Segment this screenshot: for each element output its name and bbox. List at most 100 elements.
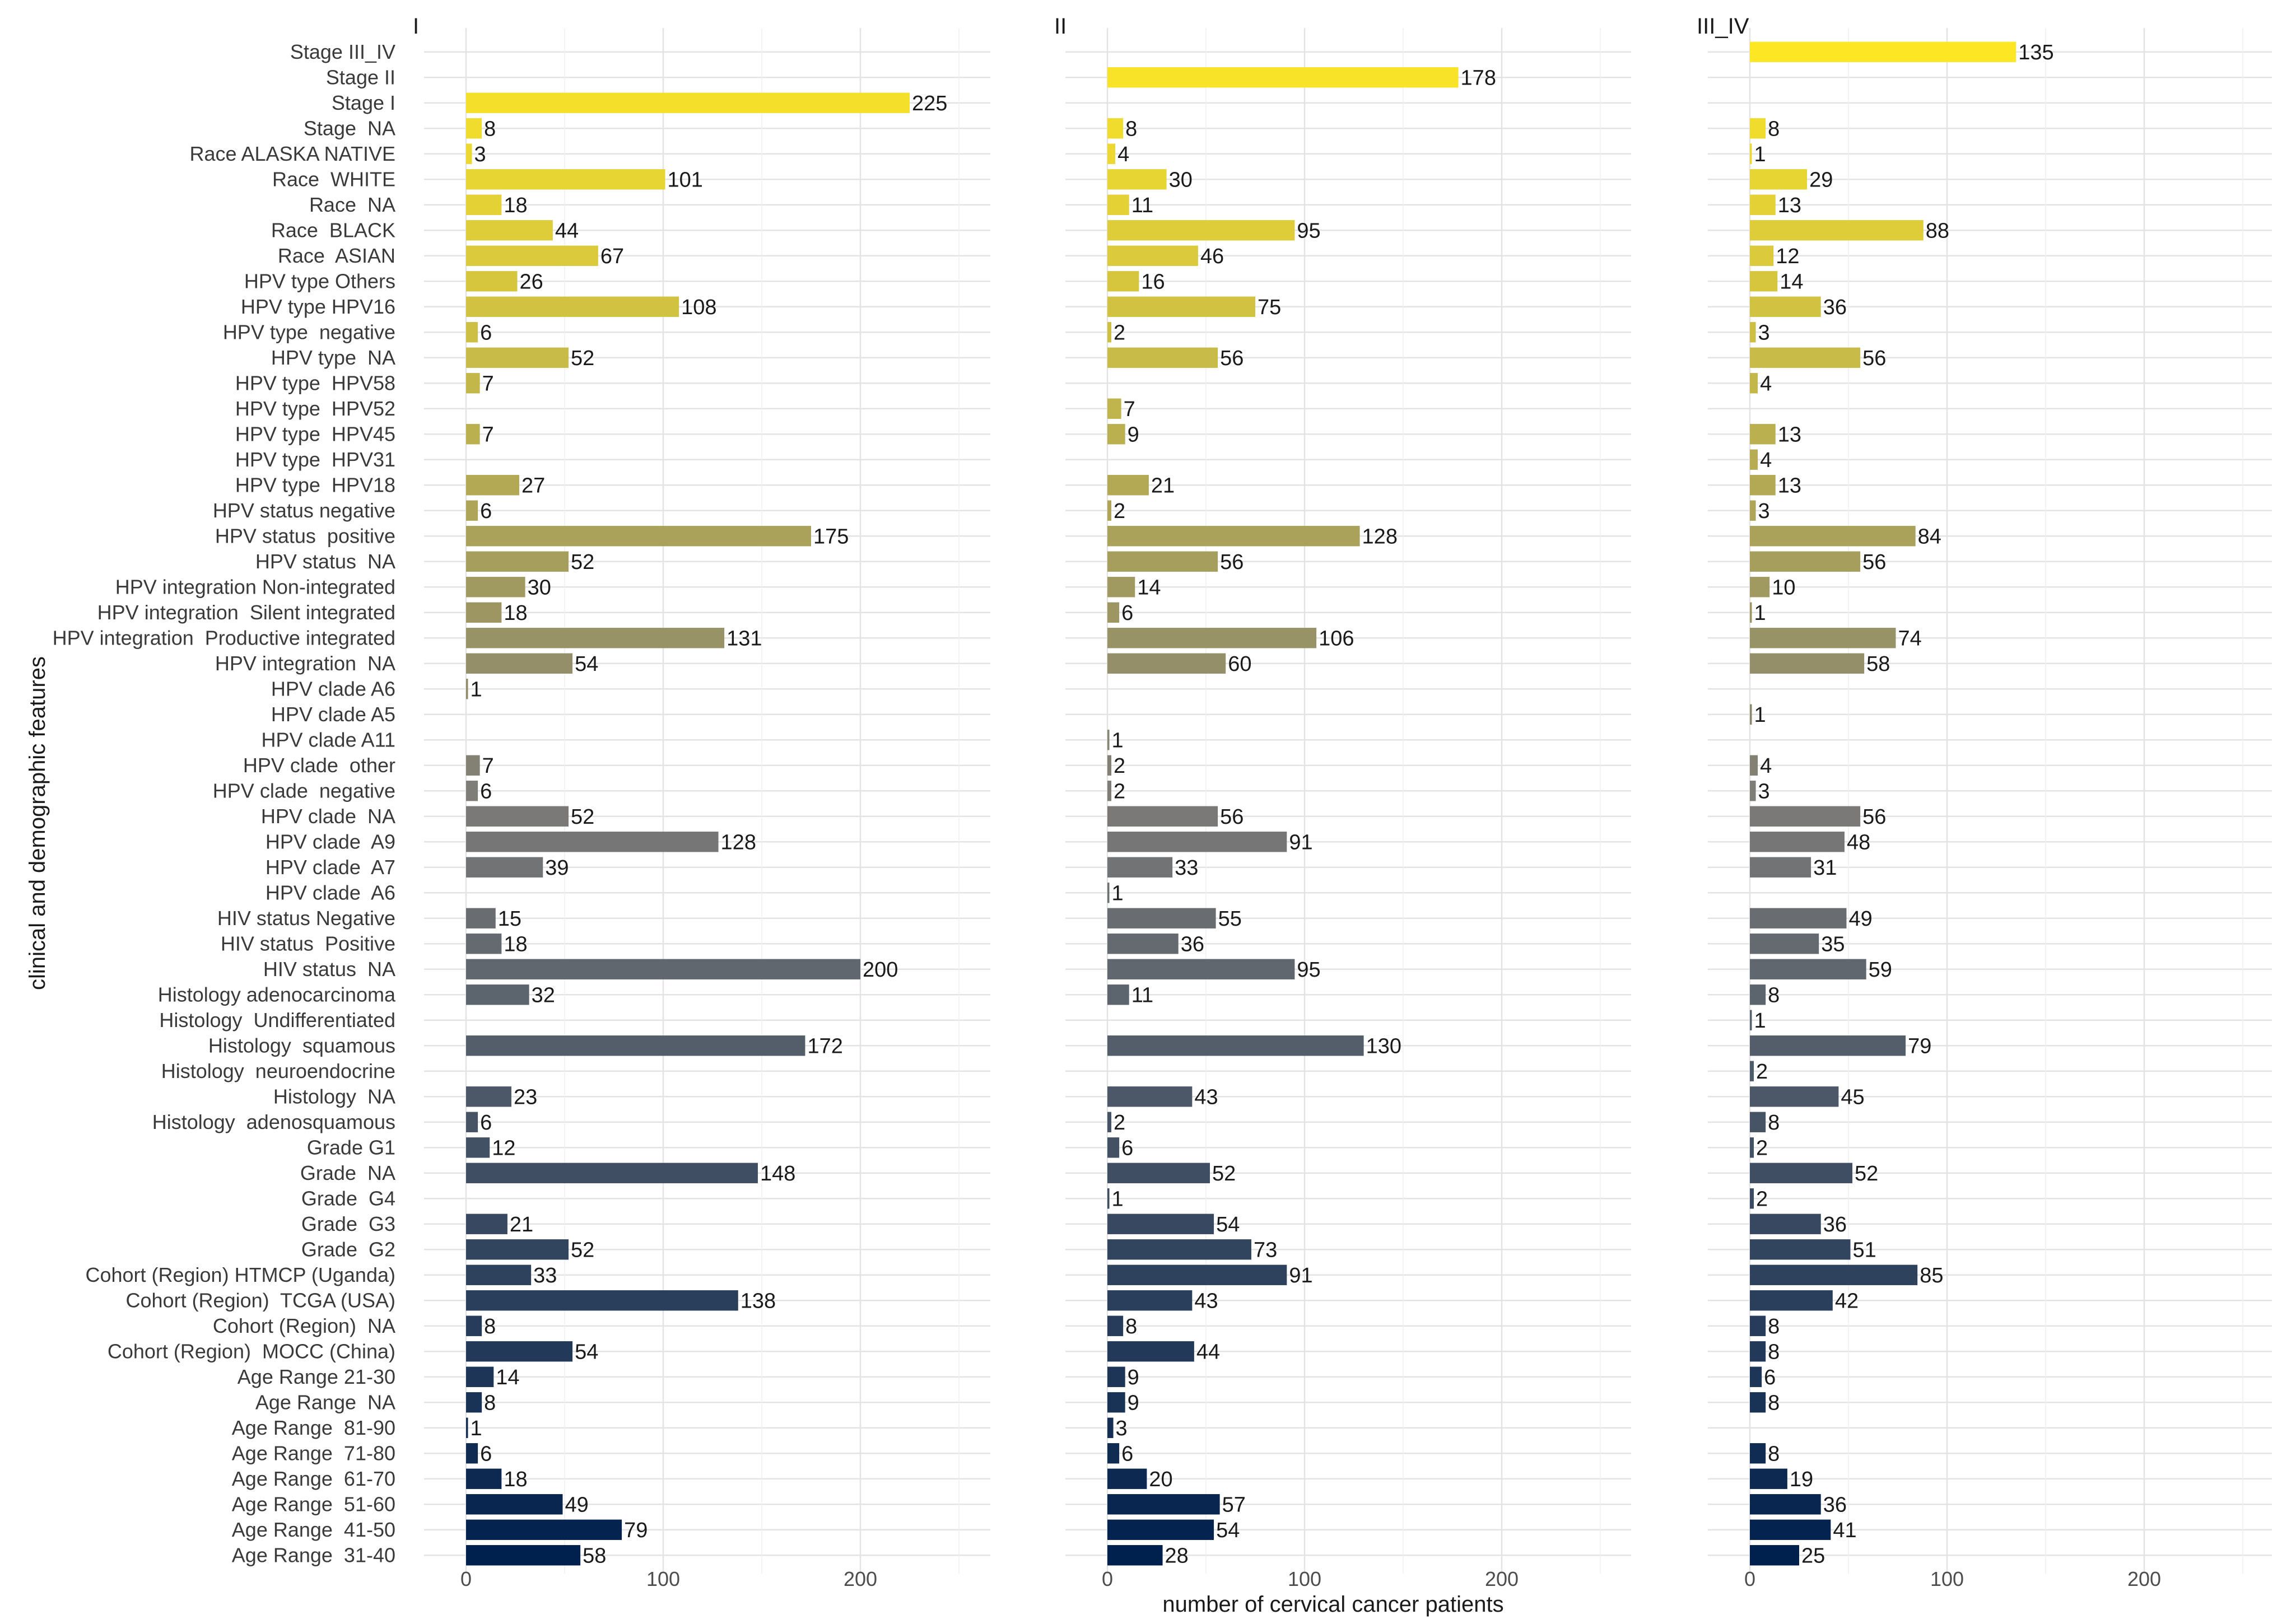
value-label: 58 [583,1544,606,1567]
bar-ii-histology-adenocarcinoma [1107,984,1129,1005]
value-label: 8 [484,1391,496,1415]
category-label: HIV status Positive [221,932,395,955]
bar-ii-hpv-type-hpv45 [1107,424,1125,445]
bar-iii-iv-hpv-type-hpv31 [1750,449,1758,470]
bar-ii-hpv-clade-negative [1107,781,1112,801]
value-label: 30 [528,576,551,599]
value-label: 56 [1220,805,1244,829]
bar-ii-hpv-type-hpv16 [1107,296,1255,317]
category-label: HPV clade A6 [271,677,395,700]
value-label: 225 [912,92,947,115]
bar-i-hpv-integration-non-integrated [466,577,525,598]
bar-iii-iv-hpv-type-hpv45 [1750,424,1776,445]
bar-iii-iv-race-black [1750,220,1924,241]
value-label: 1 [1754,143,1766,166]
value-label: 3 [1758,500,1770,523]
value-label: 54 [575,1340,598,1364]
category-label: Grade G3 [301,1212,395,1235]
bar-ii-race-white [1107,169,1167,190]
value-label: 21 [510,1213,533,1236]
y-axis-title: clinical and demographic features [25,656,50,990]
value-label: 1 [471,1417,482,1440]
bar-ii-histology-adenosquamous [1107,1112,1112,1132]
value-label: 6 [480,1111,492,1135]
bar-i-hpv-clade-other [466,755,480,776]
value-label: 8 [1768,1340,1780,1364]
category-label: Grade NA [300,1161,395,1184]
bar-ii-grade-g3 [1107,1214,1214,1234]
value-label: 49 [1848,907,1872,931]
value-label: 172 [807,1034,842,1058]
value-label: 18 [504,601,527,625]
value-label: 8 [1768,1111,1780,1135]
value-label: 7 [482,372,494,395]
value-label: 175 [813,525,849,548]
value-label: 2 [1114,754,1125,778]
bar-iii-iv-cohort-region-tcga-usa [1750,1290,1833,1311]
category-label: Stage II [326,66,395,88]
value-label: 56 [1862,805,1886,829]
bar-ii-age-range-81-90 [1107,1417,1114,1438]
value-label: 3 [474,143,486,166]
value-label: 8 [1768,117,1780,141]
value-label: 6 [480,321,492,344]
value-label: 6 [1121,601,1133,625]
value-label: 42 [1835,1289,1859,1313]
bar-ii-age-range-41-50 [1107,1519,1214,1540]
value-label: 9 [1128,1391,1139,1415]
bar-i-hpv-status-negative [466,500,478,521]
category-label: Race NA [309,193,395,216]
bar-ii-histology-na [1107,1086,1193,1107]
bar-i-histology-na [466,1086,511,1107]
value-label: 8 [1768,1391,1780,1415]
category-label: HPV type NA [271,346,395,369]
bar-iii-iv-hpv-clade-a5 [1750,704,1752,725]
value-label: 54 [1216,1213,1240,1236]
bar-ii-hpv-integration-na [1107,653,1226,674]
bar-i-grade-g2 [466,1239,569,1260]
bar-ii-cohort-region-na [1107,1315,1124,1336]
x-tick-label: 200 [1485,1567,1519,1590]
x-tick-label: 100 [1930,1567,1964,1590]
bar-iii-iv-age-range-31-40 [1750,1545,1799,1566]
bar-ii-cohort-region-tcga-usa [1107,1290,1193,1311]
bar-i-race-white [466,169,665,190]
bar-i-race-na [466,194,502,215]
category-label: HPV type HPV45 [235,422,395,445]
facet-title-iii-iv: III_IV [1697,14,1749,39]
value-label: 6 [480,1442,492,1466]
value-label: 8 [1768,1315,1780,1338]
category-label: Age Range NA [255,1390,395,1413]
value-label: 74 [1898,627,1921,650]
bar-ii-stage-na [1107,118,1124,139]
value-label: 27 [521,474,545,497]
bar-i-age-range-21-30 [466,1366,494,1387]
value-label: 44 [555,219,579,242]
value-label: 32 [532,983,555,1007]
bar-iii-iv-hiv-status-na [1750,959,1866,979]
bar-i-grade-g3 [466,1214,507,1234]
facet-title-i: I [413,14,419,39]
value-label: 6 [1121,1442,1133,1466]
value-label: 56 [1862,347,1886,370]
bar-iii-iv-grade-g4 [1750,1188,1754,1209]
bar-i-age-range-na [466,1392,482,1413]
bar-iii-iv-hpv-type-others [1750,271,1778,292]
category-label: HIV status NA [263,958,395,981]
x-tick-label: 200 [844,1567,877,1590]
value-label: 36 [1823,1493,1847,1516]
bar-iii-iv-histology-na [1750,1086,1839,1107]
category-label: Age Range 31-40 [232,1543,395,1566]
value-label: 20 [1149,1468,1172,1491]
category-label: HPV status negative [213,499,395,522]
bar-i-hiv-status-positive [466,934,502,954]
x-tick-labels: 0 100 200 0 100 200 0 100 200 [460,1567,2161,1590]
category-label: Cohort (Region) MOCC (China) [108,1340,395,1362]
bar-i-hpv-integration-productive-integrated [466,628,725,648]
category-label: HPV integration Productive integrated [53,626,395,649]
value-label: 130 [1366,1034,1401,1058]
category-label: HPV integration Non-integrated [115,575,395,598]
category-label: HPV type negative [223,320,395,343]
bar-iii-iv-race-alaska-native [1750,143,1752,164]
